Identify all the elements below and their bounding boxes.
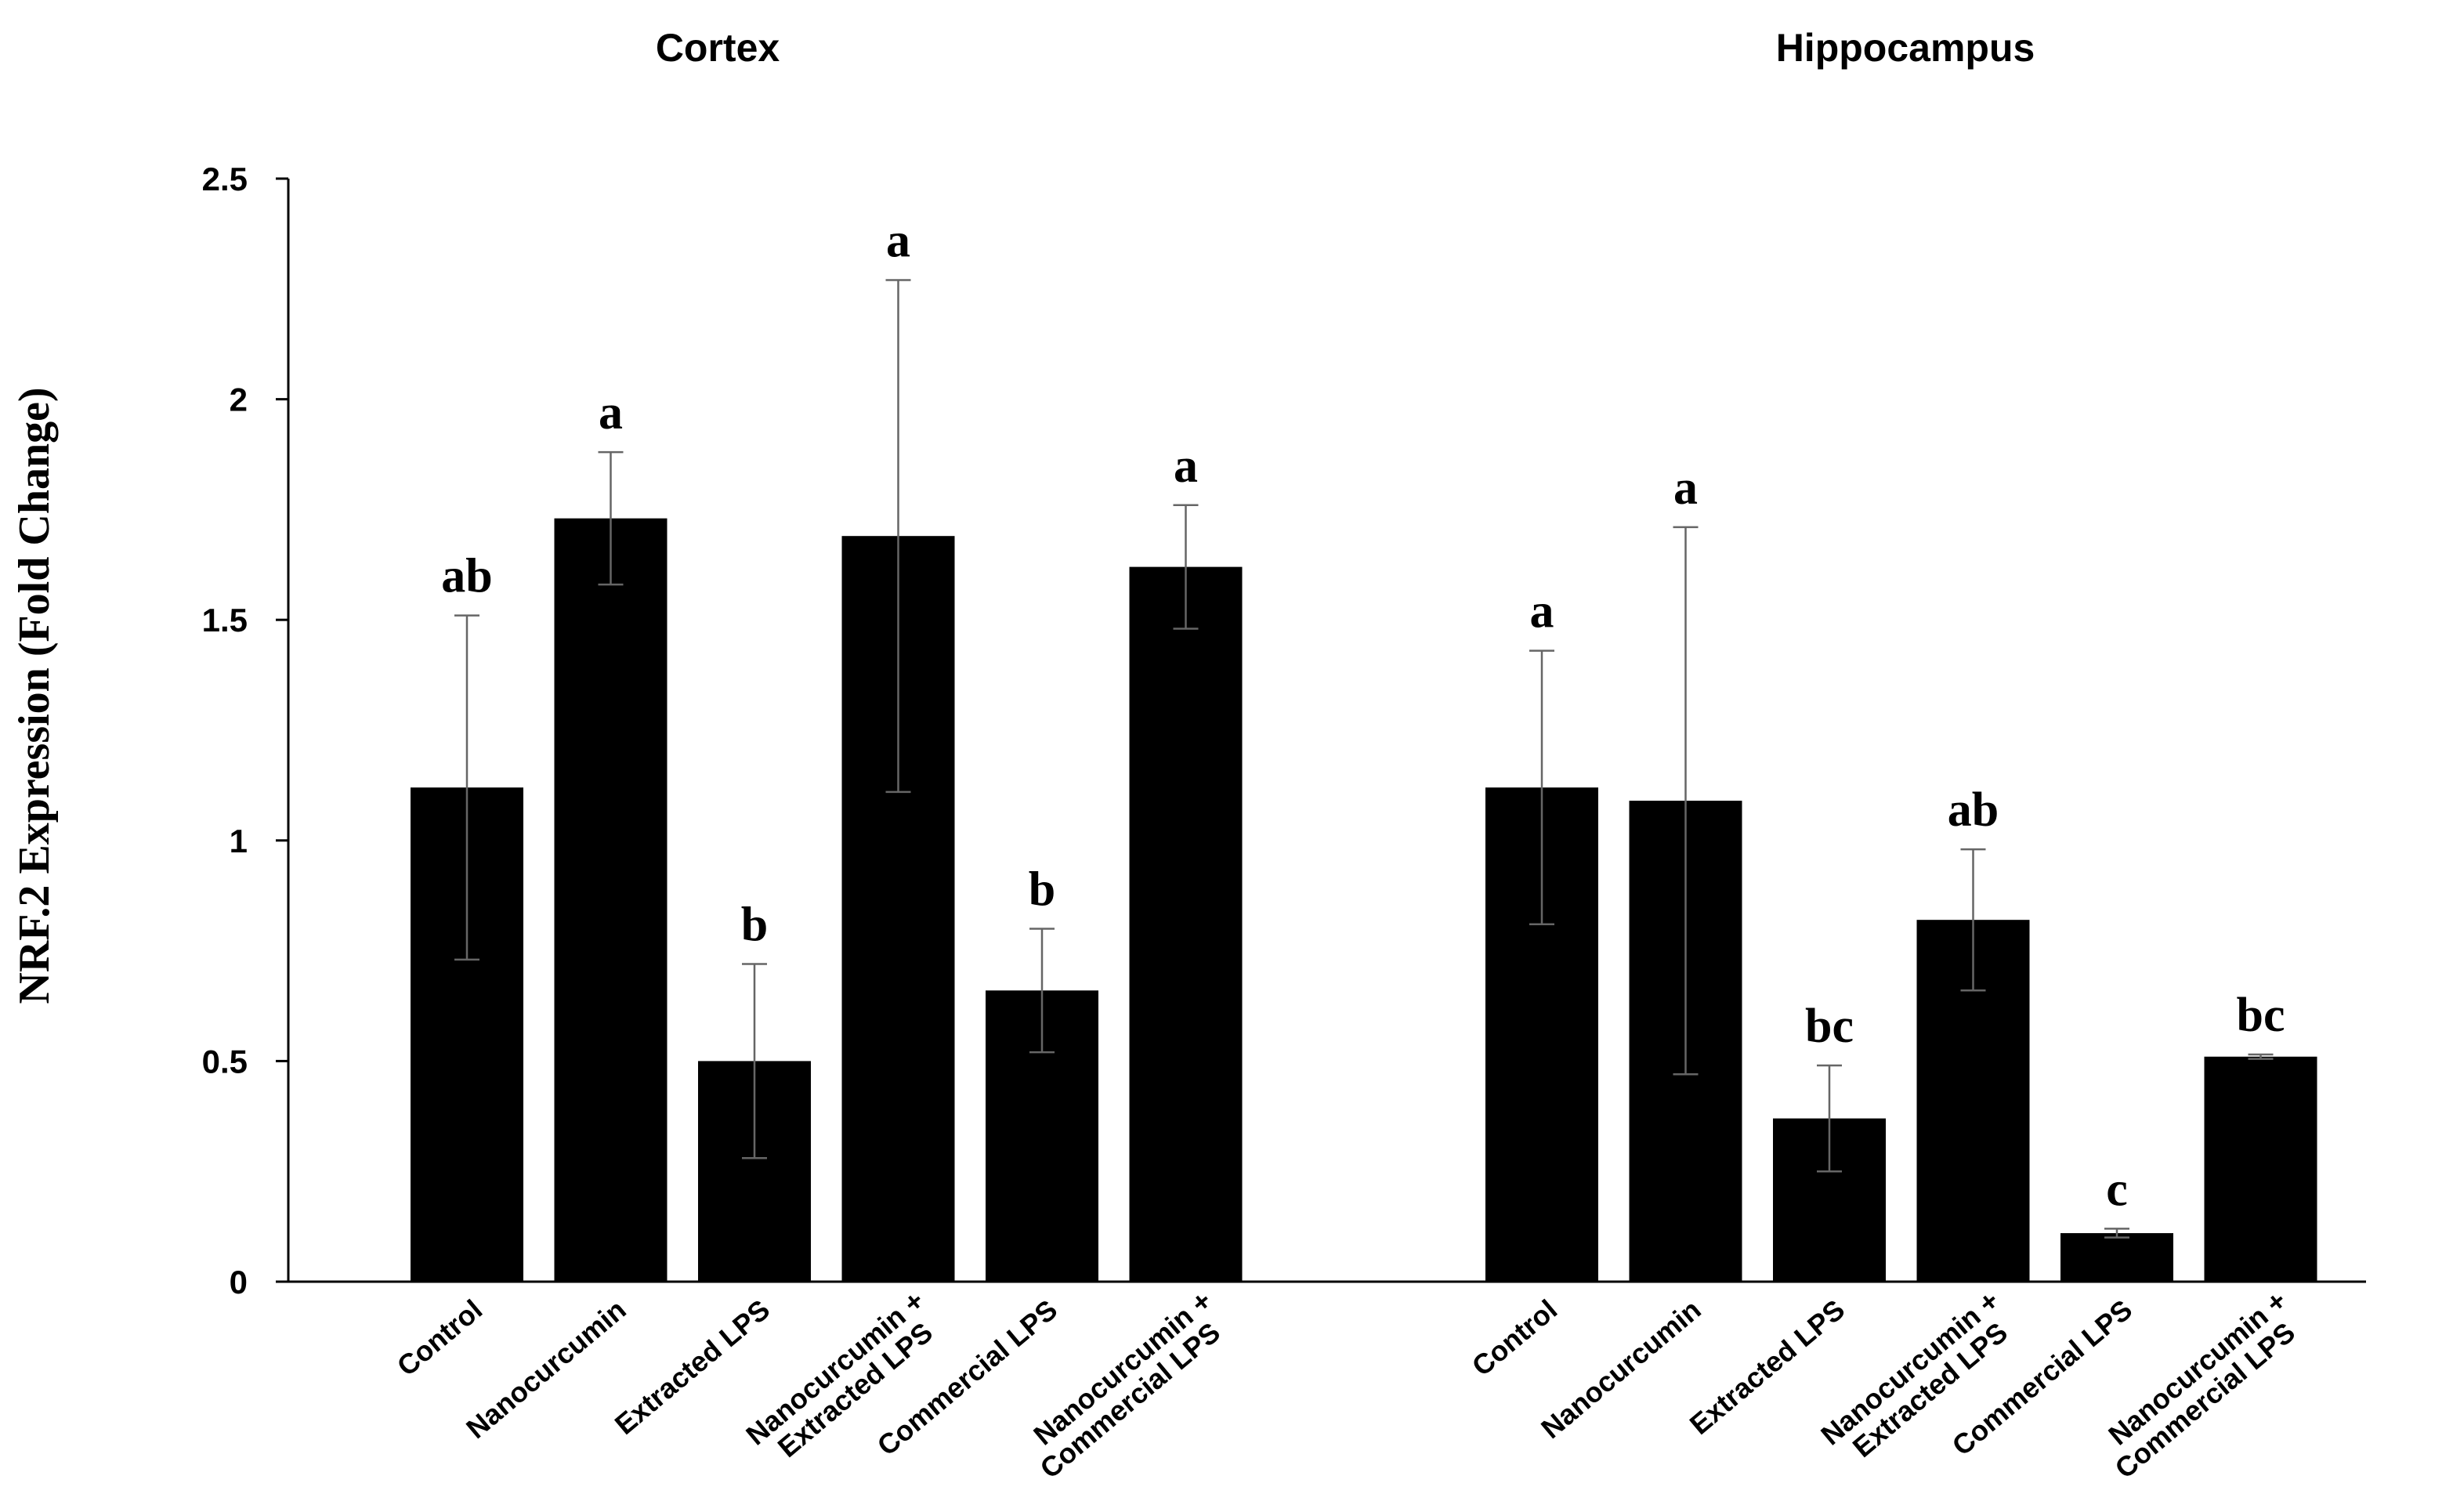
bars	[411, 279, 2317, 1282]
significance-label: ab	[1948, 783, 1999, 837]
significance-label: a	[1530, 585, 1554, 638]
significance-label: b	[741, 898, 768, 951]
significance-label: a	[599, 386, 623, 439]
significance-label: a	[886, 215, 910, 268]
y-tick-label: 1	[230, 823, 248, 859]
significance-label: a	[1174, 439, 1198, 493]
significance-label: c	[2106, 1163, 2128, 1216]
category-label-line: Control	[1466, 1293, 1563, 1383]
bar	[2204, 1056, 2317, 1282]
y-tick-label: 2	[230, 382, 248, 418]
y-tick-label: 0.5	[202, 1043, 248, 1080]
y-tick-label: 1.5	[202, 602, 248, 638]
bar	[1129, 566, 1243, 1282]
category-label: Control	[391, 1293, 488, 1383]
group-title-0: Cortex	[656, 26, 780, 70]
bar	[2060, 1233, 2173, 1282]
axes: 0 0.5 1 1.5 2 2.5	[202, 161, 2366, 1300]
group-title-1: Hippocampus	[1776, 26, 2035, 70]
y-axis-label: NRF.2 Expression (Fold Change)	[10, 387, 59, 1004]
bar	[554, 518, 668, 1282]
y-tick-label: 2.5	[202, 161, 248, 197]
significance-label: bc	[1805, 1000, 1854, 1053]
y-tick-label: 0	[230, 1264, 248, 1300]
category-label-line: Control	[391, 1293, 488, 1383]
significance-label: ab	[441, 550, 492, 603]
significance-label: b	[1029, 863, 1055, 916]
significance-label: bc	[2237, 989, 2285, 1042]
category-label: Control	[1466, 1293, 1563, 1383]
significance-label: a	[1673, 461, 1698, 515]
group-titles: Cortex Hippocampus	[656, 26, 2035, 70]
